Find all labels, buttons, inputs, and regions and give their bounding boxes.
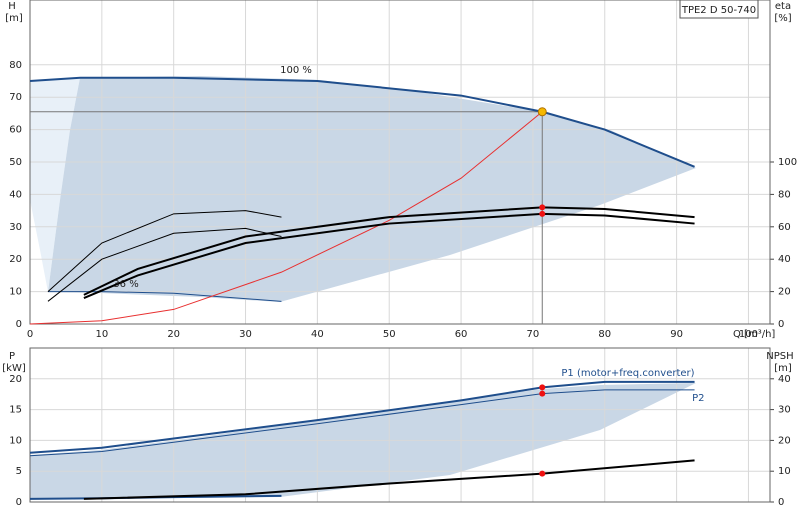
y-tick-label: 40 <box>9 189 22 200</box>
plot-layer: 0 10 20 30 40 50 60 70 80 90 100010203040506070800… <box>9 0 797 508</box>
plot-frame <box>29 0 771 325</box>
series-line <box>83 459 695 500</box>
series-line <box>47 210 282 292</box>
x-tick-label: 20 <box>167 329 180 340</box>
x-tick-label: 30 <box>239 329 252 340</box>
y2-tick-label: 20 <box>778 435 791 446</box>
chart-title: TPE2 D 50-740 <box>681 5 756 16</box>
y-tick-label: 0 <box>16 319 22 330</box>
y2-tick-label: 80 <box>778 189 791 200</box>
y2-tick-label: 0 <box>778 319 784 330</box>
x-tick-label: 50 <box>383 329 396 340</box>
y2-tick-label: 40 <box>778 374 791 385</box>
point-marker <box>539 390 546 397</box>
x-axis-label: Q [m³/h] <box>733 329 775 340</box>
y2-tick-label: 30 <box>778 405 791 416</box>
point-marker <box>537 107 547 117</box>
plot-frame <box>29 347 771 503</box>
y2-axis-label: NPSH <box>766 351 793 362</box>
y-axis-unit: [m] <box>5 13 23 24</box>
y2-tick-label: 100 <box>778 157 797 168</box>
y-tick-label: 20 <box>9 374 22 385</box>
x-tick-label: 80 <box>598 329 611 340</box>
series-line <box>83 206 695 296</box>
y-tick-label: 5 <box>16 466 22 477</box>
x-tick-label: 40 <box>311 329 324 340</box>
series-label: P1 (motor+freq.converter) <box>561 368 694 379</box>
series-line <box>29 380 695 454</box>
y-tick-label: 15 <box>9 405 22 416</box>
series-label: P2 <box>692 393 704 404</box>
x-tick-label: 10 <box>95 329 108 340</box>
y-tick-label: 20 <box>9 254 22 265</box>
point-marker <box>539 470 546 477</box>
x-tick-label: 0 <box>27 329 33 340</box>
y2-axis-label: eta <box>775 1 791 12</box>
annotation: 100 % <box>280 65 312 76</box>
y-tick-label: 30 <box>9 222 22 233</box>
y2-axis-unit: [%] <box>774 13 791 24</box>
y-tick-label: 0 <box>16 497 22 508</box>
y-axis-unit: [kW] <box>2 363 26 374</box>
operating-region <box>48 76 696 302</box>
y-axis-label: P <box>9 351 15 362</box>
series-line <box>29 76 695 168</box>
point-marker <box>539 204 546 211</box>
series-line <box>47 227 282 302</box>
y2-tick-label: 0 <box>778 497 784 508</box>
y2-tick-label: 10 <box>778 466 791 477</box>
y-axis-label: H <box>8 1 16 12</box>
y2-tick-label: 20 <box>778 287 791 298</box>
x-tick-label: 70 <box>527 329 540 340</box>
series-line <box>47 291 282 302</box>
annotation: 36 % <box>113 279 138 290</box>
y-tick-label: 50 <box>9 157 22 168</box>
light-region <box>30 78 80 292</box>
y-tick-label: 10 <box>9 287 22 298</box>
point-marker <box>539 384 546 391</box>
y-tick-label: 70 <box>9 92 22 103</box>
y-tick-label: 60 <box>9 125 22 136</box>
title-box <box>679 0 759 19</box>
point-marker <box>539 210 546 217</box>
x-tick-label: 60 <box>455 329 468 340</box>
y-tick-label: 80 <box>9 60 22 71</box>
y2-axis-unit: [m] <box>774 363 792 374</box>
x-tick-label: 90 <box>670 329 683 340</box>
series-line <box>29 389 695 457</box>
series-line <box>29 111 543 325</box>
y2-tick-label: 40 <box>778 254 791 265</box>
series-line <box>83 212 695 300</box>
y2-tick-label: 60 <box>778 222 791 233</box>
x-tick-label: 100 <box>739 329 758 340</box>
y-tick-label: 10 <box>9 435 22 446</box>
